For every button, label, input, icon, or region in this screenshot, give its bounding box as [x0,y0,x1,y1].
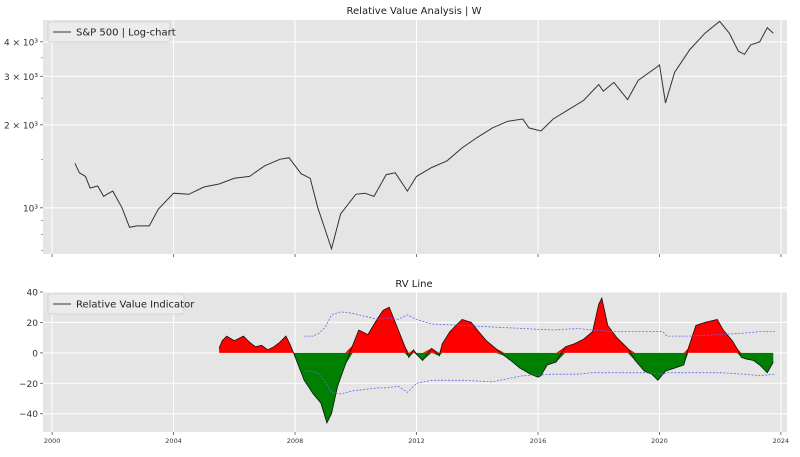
rv-lower-band-line [304,370,775,395]
rv-x-tick-label: 2008 [287,437,304,445]
price-chart-axes-background [43,20,787,254]
price-legend-box [47,21,171,43]
rv-y-tick-label: −40 [19,410,38,420]
price-chart-legend: S&P 500 | Log-chart [47,21,176,43]
rv-x-tick-label: 2024 [773,437,790,445]
price-legend-label: S&P 500 | Log-chart [76,28,176,39]
price-chart-ticks: 10³ 2 × 10³ 3 × 10³ 4 × 10³ [4,38,782,257]
rv-legend-box [47,293,185,315]
rv-x-tick-label: 2020 [651,437,668,445]
rv-indicator-line [218,296,774,424]
rv-chart-panel: RV Line 2000 2004 2008 2012 2016 2020 2024 −40 −… [19,279,789,445]
rv-legend-label: Relative Value Indicator [76,300,195,311]
sp500-price-line [74,20,774,251]
rv-y-tick-label: 20 [27,319,39,329]
rv-x-tick-label: 2012 [408,437,425,445]
rv-x-tick-label: 2016 [530,437,547,445]
price-y-tick-label: 10³ [23,204,38,214]
rv-chart-ticks: 2000 2004 2008 2012 2016 2020 2024 −40 −20 0 20 40 [19,289,789,446]
price-y-tick-label: 4 × 10³ [4,38,38,48]
price-y-tick-label: 3 × 10³ [4,73,38,83]
price-y-tick-label: 2 × 10³ [4,121,38,131]
rv-y-tick-label: 0 [32,349,38,359]
price-chart-panel: Relative Value Analysis | W 10³ 2 × 10³ 3 … [4,6,787,257]
rv-chart-legend: Relative Value Indicator [47,293,195,315]
price-chart-title: Relative Value Analysis | W [347,6,482,17]
rv-positive-fill [219,298,774,353]
rv-x-tick-label: 2000 [44,437,61,445]
rv-upper-band-line [304,311,775,337]
rv-y-tick-label: −20 [19,380,38,390]
rv-x-tick-label: 2004 [165,437,182,445]
rv-y-tick-label: 40 [27,289,39,299]
rv-negative-fill [219,352,774,423]
rv-chart-title: RV Line [395,279,432,290]
